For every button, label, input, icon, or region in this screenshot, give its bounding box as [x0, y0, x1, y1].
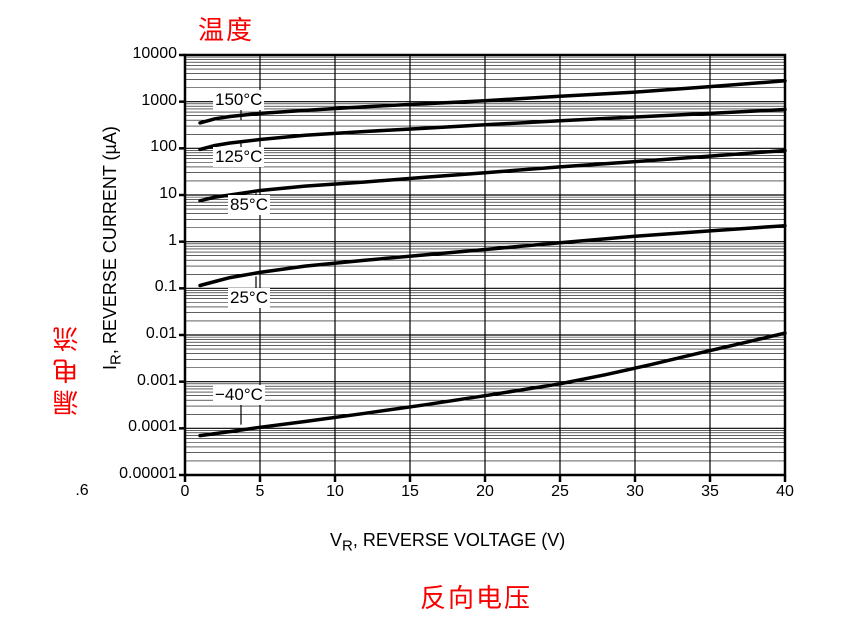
x-tick: 30	[620, 483, 650, 501]
x-tick: 40	[770, 483, 800, 501]
y-tick: 0.001	[105, 372, 177, 390]
x-tick: 10	[320, 483, 350, 501]
y-tick: 0.00001	[105, 465, 177, 483]
x-tick: 35	[695, 483, 725, 501]
x-tick: 25	[545, 483, 575, 501]
series-label: 150°C	[213, 90, 264, 110]
y-tick: 10000	[105, 45, 177, 63]
y-tick: 0.0001	[105, 418, 177, 436]
annotation-temperature: 温度	[198, 10, 254, 47]
y-tick: 0.01	[105, 325, 177, 343]
figure-root: { "figure_size_px": { "width": 865, "hei…	[0, 0, 865, 622]
annotation-reverse-voltage: 反向电压	[420, 578, 532, 615]
annotation-leakage-current: 漏电流	[48, 320, 85, 416]
x-tick: 15	[395, 483, 425, 501]
x-tick-partial: .6	[72, 482, 92, 500]
series-label: 125°C	[213, 147, 264, 167]
series-label: 85°C	[228, 195, 270, 215]
x-tick: 0	[170, 483, 200, 501]
x-tick: 20	[470, 483, 500, 501]
x-axis-label: VR, REVERSE VOLTAGE (V)	[330, 530, 565, 555]
series-label: 25°C	[228, 288, 270, 308]
y-tick: 0.1	[105, 278, 177, 296]
y-tick: 1	[105, 232, 177, 250]
y-tick: 1000	[105, 92, 177, 110]
y-tick: 100	[105, 138, 177, 156]
x-tick: 5	[245, 483, 275, 501]
series-label: −40°C	[213, 385, 265, 405]
y-tick: 10	[105, 185, 177, 203]
